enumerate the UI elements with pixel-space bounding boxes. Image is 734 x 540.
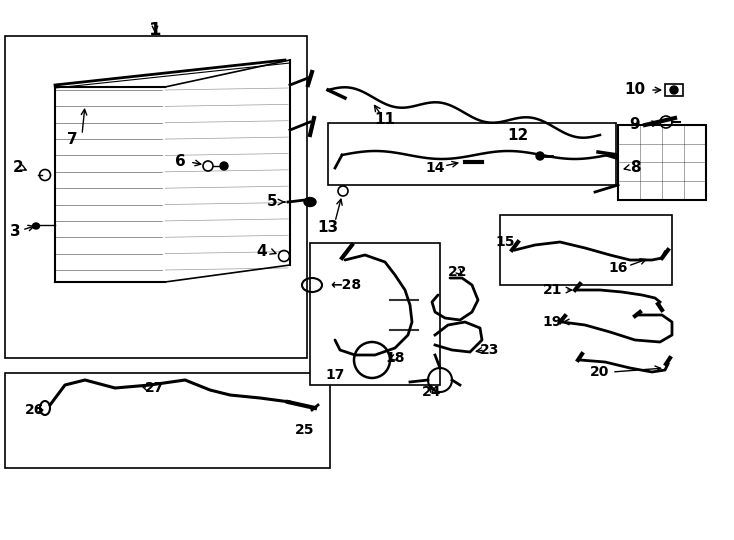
Text: 9: 9	[630, 118, 640, 132]
Text: 18: 18	[385, 351, 404, 365]
Bar	[5, 36, 307, 358]
Text: 5: 5	[266, 194, 277, 210]
Bar	[500, 215, 672, 285]
Circle shape	[670, 86, 678, 94]
Ellipse shape	[32, 223, 40, 229]
Text: 1: 1	[149, 21, 161, 39]
Bar	[5, 373, 330, 468]
Text: 14: 14	[425, 161, 445, 175]
Text: 26: 26	[25, 403, 45, 417]
Bar	[618, 125, 706, 200]
Text: 15: 15	[495, 235, 515, 249]
Ellipse shape	[304, 198, 316, 206]
Text: 16: 16	[608, 261, 628, 275]
Text: 22: 22	[448, 265, 468, 279]
Text: 10: 10	[625, 83, 646, 98]
Text: 20: 20	[590, 365, 610, 379]
Text: ←28: ←28	[330, 278, 361, 292]
Text: 17: 17	[325, 368, 345, 382]
Text: 12: 12	[507, 127, 528, 143]
Text: 8: 8	[630, 160, 640, 176]
Text: 11: 11	[374, 112, 396, 127]
Text: 7: 7	[67, 132, 77, 147]
Text: 21: 21	[542, 283, 562, 297]
Bar	[665, 84, 683, 96]
Text: 27: 27	[145, 381, 164, 395]
Text: 3: 3	[10, 225, 21, 240]
Text: 19: 19	[542, 315, 562, 329]
Circle shape	[536, 152, 544, 160]
Text: 23: 23	[480, 343, 500, 357]
Circle shape	[220, 162, 228, 170]
Text: 25: 25	[295, 423, 315, 437]
Text: 2: 2	[12, 160, 23, 176]
Text: 13: 13	[317, 220, 338, 235]
Text: 4: 4	[257, 245, 267, 260]
Bar	[310, 243, 440, 385]
Bar	[328, 123, 616, 185]
Text: 24: 24	[422, 385, 442, 399]
Text: 6: 6	[175, 154, 186, 170]
